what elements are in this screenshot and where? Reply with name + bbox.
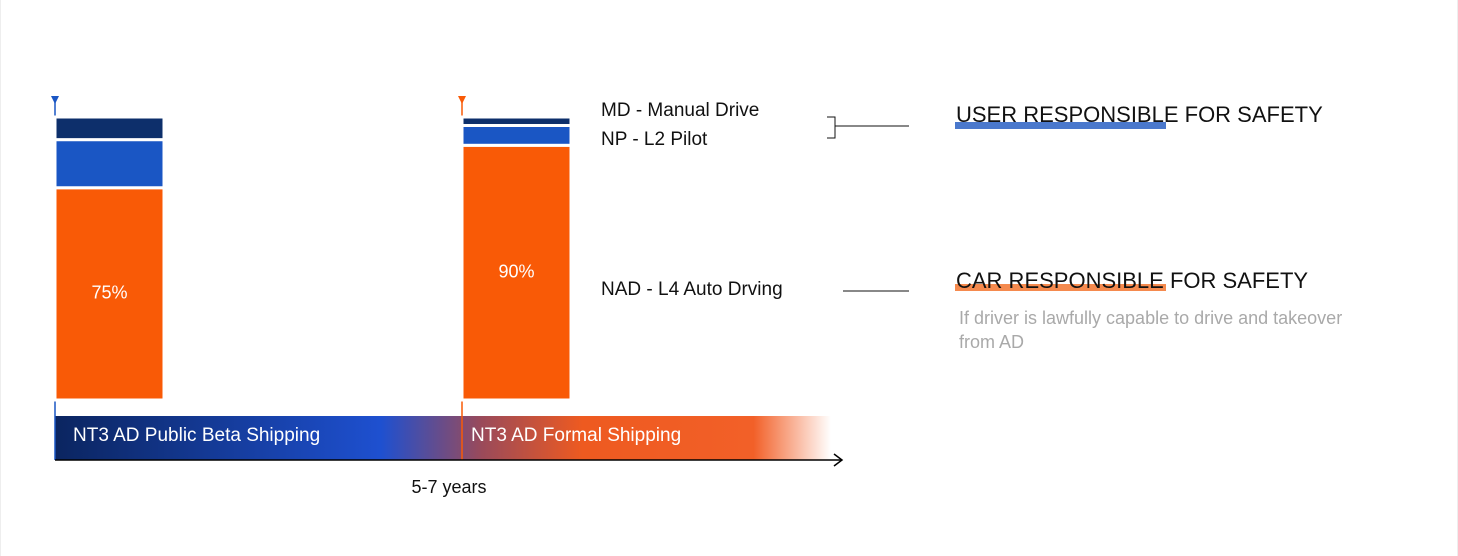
annotation: CAR RESPONSIBLE FOR SAFETY: [956, 268, 1308, 293]
annotation-note: If driver is lawfully capable to drive a…: [959, 308, 1343, 352]
value-label: 75%: [91, 283, 127, 303]
highlight: [955, 122, 1166, 129]
bracket: [827, 116, 909, 139]
category-label: NT3 AD Public Beta Shipping: [73, 425, 320, 446]
category-label: NT3 AD Formal Shipping: [471, 425, 681, 446]
bar-segment: [460, 123, 573, 147]
x-axis-label: 5-7 years: [411, 477, 486, 497]
bar-segment: [460, 115, 573, 127]
legend-label: NP - L2 Pilot: [601, 129, 708, 150]
timeline-band: [55, 416, 831, 460]
bar-segment: [53, 115, 166, 142]
bar-segment: [53, 138, 166, 190]
bar-segment: [460, 143, 573, 402]
marker-head: [458, 96, 466, 104]
marker-head: [51, 96, 59, 104]
value-label: 90%: [498, 261, 534, 281]
axis-arrow: [833, 453, 844, 467]
highlight: [955, 284, 1166, 291]
annotation: USER RESPONSIBLE FOR SAFETY: [956, 102, 1323, 127]
legend-label: NAD - L4 Auto Drving: [601, 279, 783, 300]
legend-label: MD - Manual Drive: [601, 100, 759, 121]
